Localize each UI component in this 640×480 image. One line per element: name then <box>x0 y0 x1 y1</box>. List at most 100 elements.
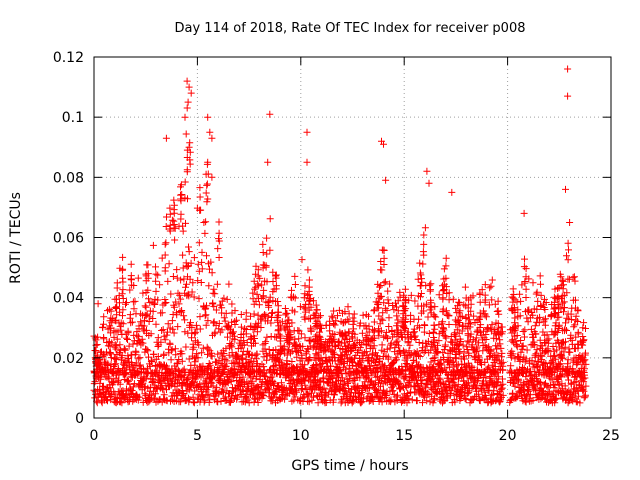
data-point <box>321 347 329 354</box>
data-point <box>152 287 160 295</box>
data-point <box>487 282 495 290</box>
data-point <box>172 351 180 359</box>
data-point <box>164 277 172 285</box>
data-point <box>104 373 112 381</box>
data-point <box>245 399 253 407</box>
data-point <box>254 319 262 327</box>
data-point <box>442 254 450 262</box>
data-point <box>111 361 119 369</box>
data-point <box>116 341 124 349</box>
data-point <box>137 318 145 326</box>
data-point <box>558 277 566 285</box>
data-point <box>184 195 191 203</box>
data-point <box>370 318 378 326</box>
data-point <box>196 184 204 192</box>
data-point <box>507 362 515 370</box>
data-point <box>146 313 154 321</box>
data-point <box>160 350 168 358</box>
data-point <box>126 380 134 388</box>
data-point <box>266 215 274 223</box>
data-point <box>521 333 528 341</box>
data-point <box>263 356 271 364</box>
data-point <box>195 341 203 349</box>
data-point <box>253 290 261 298</box>
data-point <box>162 239 170 247</box>
data-point <box>157 377 165 385</box>
data-point <box>566 348 574 356</box>
data-point <box>177 197 185 205</box>
data-point <box>507 353 515 361</box>
data-point <box>100 382 107 390</box>
data-point <box>179 264 187 272</box>
data-point <box>274 298 282 305</box>
data-point <box>237 323 245 331</box>
data-point <box>205 360 213 367</box>
data-point <box>218 304 226 312</box>
data-point <box>122 300 129 308</box>
data-point <box>271 362 279 369</box>
data-point <box>259 293 267 301</box>
data-point <box>301 282 309 290</box>
data-point <box>182 343 190 351</box>
data-point <box>167 290 175 298</box>
data-point <box>211 290 219 298</box>
data-point <box>385 314 393 322</box>
data-point <box>171 345 179 353</box>
y-axis-label: ROTI / TECUs <box>8 192 24 284</box>
data-point <box>205 383 212 391</box>
data-point <box>251 335 258 342</box>
data-point <box>177 295 185 303</box>
data-point <box>290 293 297 301</box>
data-point <box>217 360 225 367</box>
data-point <box>266 246 274 254</box>
data-point <box>239 359 247 367</box>
data-point <box>196 325 204 333</box>
data-point <box>245 361 253 369</box>
data-point <box>113 295 120 303</box>
data-point <box>148 358 156 365</box>
data-point <box>176 308 184 315</box>
data-point <box>303 128 311 136</box>
data-point <box>201 396 209 404</box>
data-point <box>564 65 572 73</box>
data-point <box>414 322 422 330</box>
data-point <box>170 201 178 209</box>
data-point <box>208 134 216 142</box>
data-point <box>114 328 122 336</box>
data-point <box>210 302 218 310</box>
data-point <box>571 277 579 285</box>
data-point <box>99 324 107 332</box>
data-point <box>263 278 271 286</box>
data-point <box>162 223 170 230</box>
data-point <box>314 399 322 407</box>
y-tick-label: 0.04 <box>53 291 84 307</box>
data-point <box>147 330 155 338</box>
data-point <box>136 361 144 369</box>
data-point <box>170 217 178 225</box>
data-point <box>182 283 189 291</box>
data-point <box>100 313 108 321</box>
data-point <box>139 325 147 333</box>
data-point <box>315 349 323 357</box>
data-point <box>377 258 385 265</box>
data-point <box>191 330 199 338</box>
data-point <box>125 377 132 385</box>
y-tick-label: 0.08 <box>53 170 84 186</box>
data-point <box>260 363 268 371</box>
data-point <box>520 209 528 217</box>
data-point <box>160 376 168 384</box>
data-point <box>330 307 338 315</box>
data-point <box>564 92 572 100</box>
data-point <box>215 229 223 237</box>
data-point <box>189 279 197 287</box>
data-point <box>168 396 176 404</box>
data-point <box>186 160 194 168</box>
data-point <box>178 191 186 198</box>
data-point <box>302 386 310 393</box>
data-point <box>222 362 230 370</box>
data-point <box>213 280 221 288</box>
data-point <box>196 380 204 388</box>
data-point <box>208 173 216 181</box>
data-point <box>359 311 367 319</box>
data-point <box>207 378 215 386</box>
